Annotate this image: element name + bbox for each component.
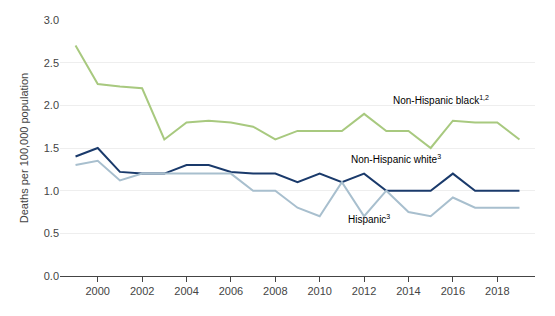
svg-text:3.0: 3.0	[44, 14, 59, 26]
svg-text:0.0: 0.0	[44, 270, 59, 282]
svg-text:2014: 2014	[396, 285, 420, 297]
svg-text:0.5: 0.5	[44, 227, 59, 239]
svg-text:Deaths per 100,000 population: Deaths per 100,000 population	[18, 73, 30, 223]
svg-text:2012: 2012	[352, 285, 376, 297]
svg-text:Non-Hispanic white​3​: Non-Hispanic white​3​	[351, 153, 441, 165]
svg-text:2006: 2006	[219, 285, 243, 297]
svg-text:1.0: 1.0	[44, 185, 59, 197]
svg-text:2002: 2002	[130, 285, 154, 297]
svg-text:Non-Hispanic black​1,2​: Non-Hispanic black​1,2​	[393, 94, 489, 106]
svg-text:Hispanic​3​: Hispanic​3​	[348, 213, 390, 225]
svg-text:2004: 2004	[174, 285, 198, 297]
svg-text:2000: 2000	[85, 285, 109, 297]
svg-text:2010: 2010	[307, 285, 331, 297]
svg-text:2.0: 2.0	[44, 99, 59, 111]
svg-text:2016: 2016	[441, 285, 465, 297]
svg-text:2.5: 2.5	[44, 57, 59, 69]
svg-text:1.5: 1.5	[44, 142, 59, 154]
svg-text:2018: 2018	[485, 285, 509, 297]
svg-text:2008: 2008	[263, 285, 287, 297]
